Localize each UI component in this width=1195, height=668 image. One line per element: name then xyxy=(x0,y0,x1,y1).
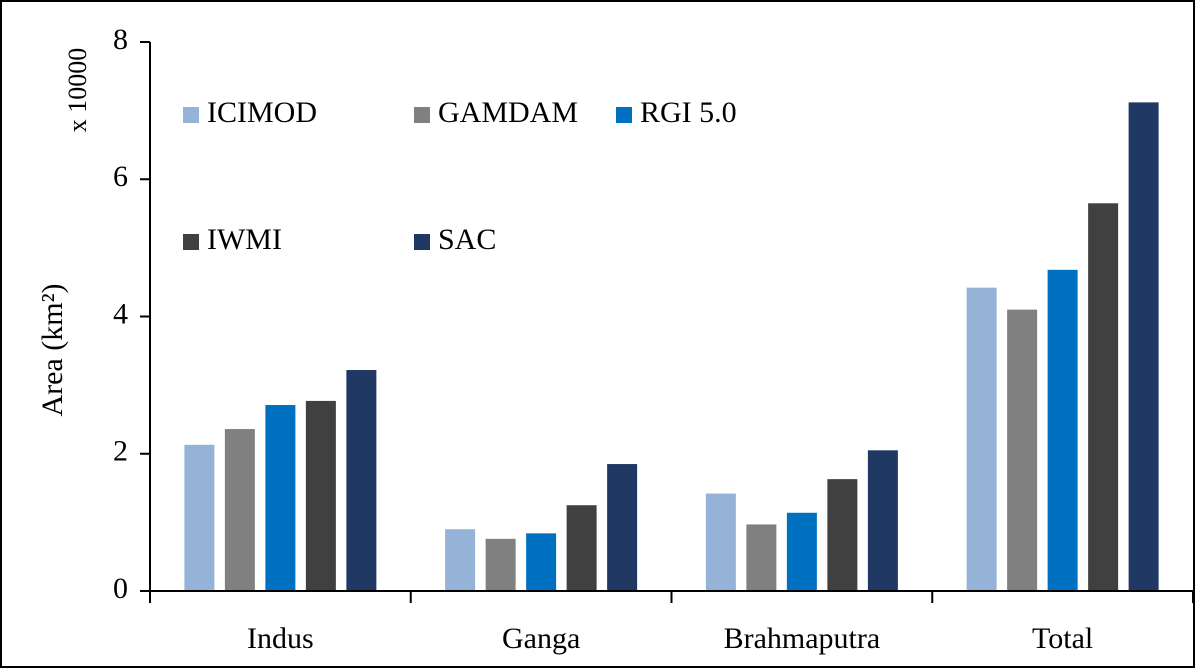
x-tick-label: Brahmaputra xyxy=(724,622,881,655)
legend-swatch xyxy=(616,107,632,123)
bar xyxy=(1007,309,1038,591)
bar xyxy=(827,479,858,591)
legend-swatch xyxy=(414,234,430,250)
bar xyxy=(746,524,777,591)
bar xyxy=(265,405,296,591)
legend-label: GAMDAM xyxy=(438,96,578,129)
bar xyxy=(224,429,255,591)
bar xyxy=(966,287,997,591)
y-axis-label: Area (km²) xyxy=(36,283,69,416)
bar xyxy=(607,464,638,591)
y-tick-label: 6 xyxy=(113,160,128,193)
bar xyxy=(485,538,516,591)
x-tick-label: Indus xyxy=(247,622,314,655)
x-tick-label: Ganga xyxy=(502,622,580,655)
bar xyxy=(1088,203,1119,592)
y-tick-label: 4 xyxy=(113,297,128,330)
bar xyxy=(705,493,736,591)
legend-swatch xyxy=(183,107,199,123)
legend-label: RGI 5.0 xyxy=(640,96,737,129)
legend-swatch xyxy=(414,107,430,123)
bar xyxy=(566,505,597,591)
y-tick-label: 8 xyxy=(113,23,128,56)
legend-label: ICIMOD xyxy=(207,96,317,129)
x-tick-label: Total xyxy=(1032,622,1093,655)
bar xyxy=(1047,269,1078,591)
bar xyxy=(786,512,817,591)
bar xyxy=(445,529,476,591)
bar xyxy=(346,370,377,591)
bar xyxy=(526,533,557,591)
bar xyxy=(305,400,336,591)
bar xyxy=(184,444,215,591)
y-tick-label: 0 xyxy=(113,572,128,605)
legend-swatch xyxy=(183,234,199,250)
bar xyxy=(1128,102,1159,591)
bar xyxy=(867,450,898,591)
legend-label: SAC xyxy=(438,223,496,256)
legend-label: IWMI xyxy=(207,223,282,256)
y-multiplier: x 10000 xyxy=(63,48,92,133)
y-tick-label: 2 xyxy=(113,435,128,468)
